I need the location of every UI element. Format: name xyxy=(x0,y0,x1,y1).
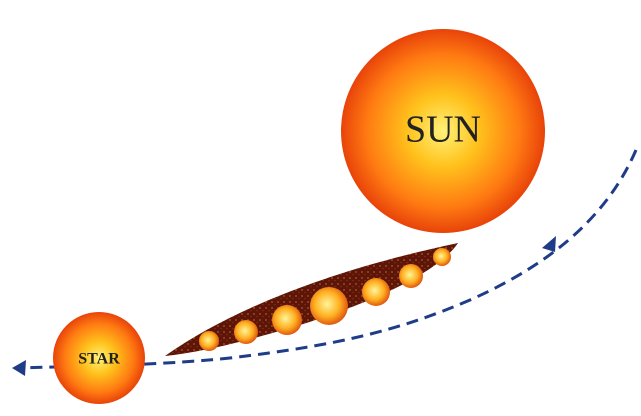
sun-label: SUN xyxy=(405,109,481,151)
arrow-head xyxy=(12,360,26,376)
debris xyxy=(199,331,219,351)
diagram: SUN STAR xyxy=(0,0,641,416)
debris xyxy=(399,264,423,288)
star-label: STAR xyxy=(78,351,120,368)
debris xyxy=(234,320,258,344)
debris xyxy=(433,248,451,266)
arrow-head xyxy=(542,236,556,252)
debris xyxy=(310,287,348,325)
debris xyxy=(362,278,390,306)
debris xyxy=(272,305,302,335)
